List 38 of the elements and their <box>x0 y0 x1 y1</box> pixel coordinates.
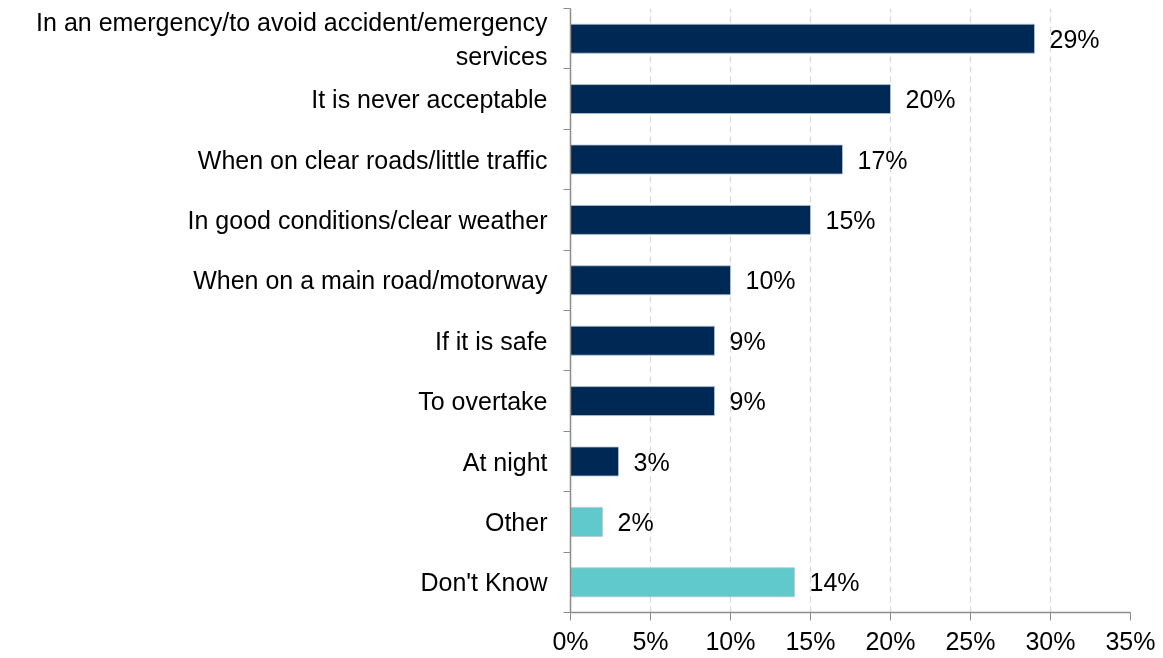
bar <box>570 205 811 235</box>
bar <box>570 446 619 477</box>
y-tick-label: In good conditions/clear weather <box>187 205 548 234</box>
data-label: 20% <box>905 85 956 114</box>
bar <box>570 507 603 537</box>
data-label: 14% <box>809 568 860 597</box>
bar <box>570 567 795 598</box>
y-tick-label: Don't Know <box>420 568 549 597</box>
bar <box>570 325 715 356</box>
y-tick-label: When on clear roads/little traffic <box>197 145 548 174</box>
data-label: 15% <box>825 205 876 234</box>
x-tick-label: 15% <box>785 626 836 655</box>
x-tick-label: 0% <box>552 626 589 655</box>
x-tick-label: 10% <box>705 626 756 655</box>
y-tick-label: When on a main road/motorway <box>193 266 548 295</box>
bar <box>570 23 1035 54</box>
data-label: 29% <box>1049 24 1100 53</box>
data-label: 10% <box>745 266 796 295</box>
bar <box>570 144 843 175</box>
data-label: 17% <box>857 145 908 174</box>
y-tick-label: At night <box>462 447 548 476</box>
x-tick-label: 35% <box>1105 626 1156 655</box>
data-label: 3% <box>633 447 670 476</box>
x-tick-label: 30% <box>1025 626 1076 655</box>
y-tick-label: It is never acceptable <box>311 85 548 114</box>
bar <box>570 386 715 416</box>
y-tick-label: Other <box>484 507 548 536</box>
y-tick-label: In an emergency/to avoid accident/emergency services <box>36 7 548 70</box>
data-label: 9% <box>729 326 766 355</box>
x-tick-label: 5% <box>632 626 669 655</box>
y-tick-label: To overtake <box>418 387 548 416</box>
bar <box>570 84 891 114</box>
y-tick-label: If it is safe <box>434 326 548 355</box>
x-tick-label: 20% <box>865 626 916 655</box>
x-tick-label: 25% <box>945 626 996 655</box>
data-label: 2% <box>617 507 654 536</box>
bar <box>570 265 731 296</box>
data-label: 9% <box>729 387 766 416</box>
